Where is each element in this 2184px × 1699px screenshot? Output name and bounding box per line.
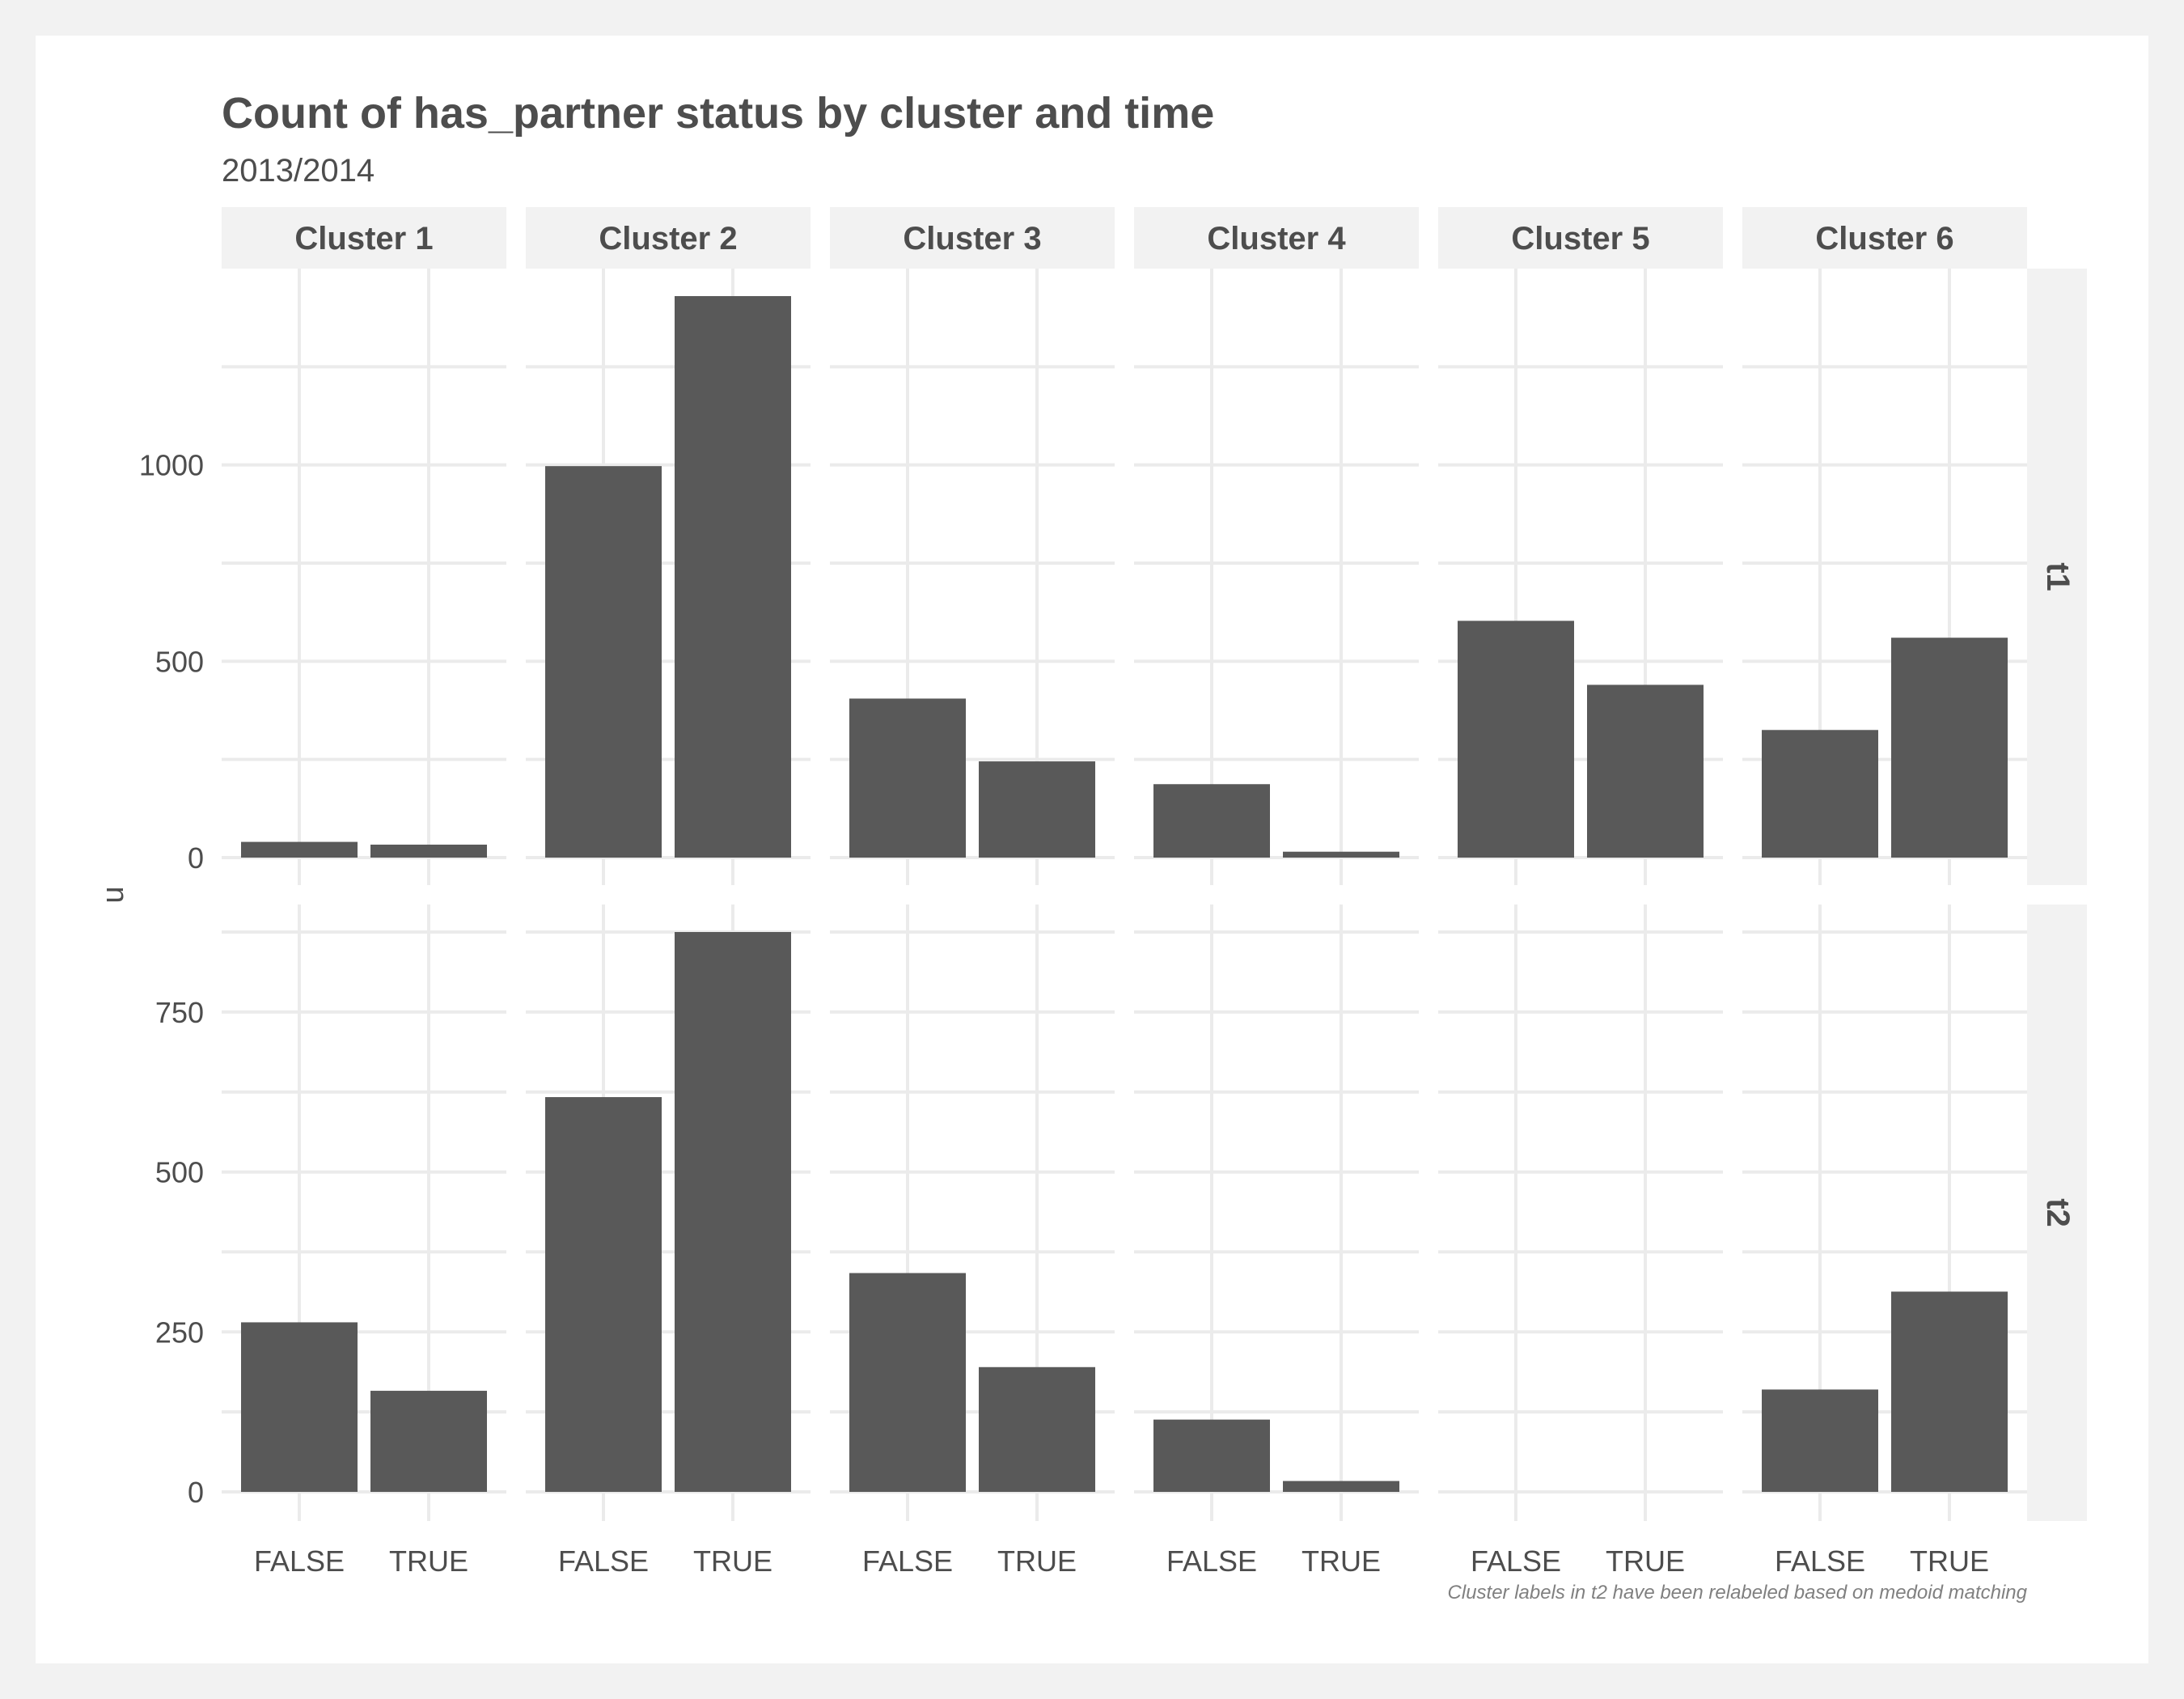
facet-row-label-t1: t1 (2040, 562, 2076, 591)
facet-strip-label-cluster-4: Cluster 4 (1207, 221, 1346, 256)
bar-t1-cluster-3-false (849, 698, 966, 858)
facet-row-strip-t1 (2027, 269, 2087, 885)
facet-strip-label-cluster-6: Cluster 6 (1815, 221, 1953, 256)
bar-t1-cluster-6-true (1891, 638, 2008, 858)
bar-t1-cluster-6-false (1762, 730, 1878, 858)
bar-t2-cluster-6-false (1762, 1389, 1878, 1492)
bar-t2-cluster-3-true (979, 1366, 1095, 1492)
plot-area: Cluster 1 Cluster 2 Cluster 3 Cluster 4 Clus… (139, 207, 2087, 1578)
facet-strip-cluster-1 (222, 207, 506, 269)
bar-t2-cluster-3-false (849, 1273, 966, 1492)
bar-t1-cluster-1-false (241, 841, 358, 858)
bar-t1-cluster-3-true (979, 761, 1095, 858)
x-tick-label-cluster-3-true: TRUE (997, 1544, 1077, 1578)
chart-caption: Cluster labels in t2 have been relabeled… (1448, 1582, 2028, 1604)
facet-strip-label-cluster-1: Cluster 1 (294, 221, 433, 256)
facet-strip-label-cluster-3: Cluster 3 (903, 221, 1041, 256)
bar-t2-cluster-2-false (545, 1097, 662, 1492)
y-tick-label-t2-500: 500 (155, 1156, 204, 1189)
facet-row-strip-t2 (2027, 905, 2087, 1521)
x-tick-label-cluster-1-false: FALSE (254, 1544, 345, 1578)
facet-strip-cluster-5 (1438, 207, 1723, 269)
facet-strip-cluster-2 (526, 207, 811, 269)
bar-t1-cluster-5-true (1587, 684, 1704, 858)
y-tick-label-t2-0: 0 (188, 1476, 204, 1509)
facet-strip-label-cluster-2: Cluster 2 (599, 221, 737, 256)
x-tick-label-cluster-5-true: TRUE (1606, 1544, 1685, 1578)
chart-subtitle: 2013/2014 (222, 153, 375, 189)
bar-t2-cluster-1-false (241, 1322, 358, 1492)
x-tick-label-cluster-2-false: FALSE (558, 1544, 649, 1578)
y-tick-label-t1-1000: 1000 (139, 449, 204, 482)
bar-t1-cluster-4-true (1283, 851, 1399, 858)
y-axis-title: n (99, 886, 133, 903)
bar-t2-cluster-1-true (370, 1391, 487, 1492)
x-tick-label-cluster-2-true: TRUE (693, 1544, 772, 1578)
facet-strip-label-cluster-5: Cluster 5 (1511, 221, 1649, 256)
bar-t2-cluster-4-false (1153, 1419, 1270, 1492)
bar-t1-cluster-4-false (1153, 784, 1270, 858)
y-tick-label-t1-0: 0 (188, 841, 204, 875)
x-tick-label-cluster-6-false: FALSE (1775, 1544, 1865, 1578)
facet-row-label-t2: t2 (2040, 1198, 2076, 1227)
x-tick-label-cluster-4-false: FALSE (1166, 1544, 1257, 1578)
facet-strip-cluster-4 (1134, 207, 1419, 269)
x-tick-label-cluster-6-true: TRUE (1910, 1544, 1989, 1578)
bar-t2-cluster-4-true (1283, 1481, 1399, 1492)
y-tick-label-t1-500: 500 (155, 645, 204, 678)
x-tick-label-cluster-3-false: FALSE (862, 1544, 953, 1578)
faceted-bar-chart: Count of has_partner status by cluster a… (99, 89, 2087, 1604)
bar-t1-cluster-2-false (545, 466, 662, 858)
facet-strip-cluster-3 (830, 207, 1115, 269)
bar-t1-cluster-2-true (675, 296, 791, 858)
bar-t1-cluster-1-true (370, 844, 487, 858)
x-tick-label-cluster-5-false: FALSE (1471, 1544, 1561, 1578)
chart-card: Count of has_partner status by cluster a… (36, 36, 2148, 1663)
x-tick-label-cluster-4-true: TRUE (1302, 1544, 1381, 1578)
bar-t1-cluster-5-false (1458, 621, 1574, 858)
bar-t2-cluster-2-true (675, 932, 791, 1492)
x-tick-label-cluster-1-true: TRUE (389, 1544, 468, 1578)
facet-strip-cluster-6 (1742, 207, 2027, 269)
y-tick-label-t2-250: 250 (155, 1316, 204, 1349)
bar-t2-cluster-6-true (1891, 1291, 2008, 1492)
chart-title: Count of has_partner status by cluster a… (222, 89, 1214, 138)
y-tick-label-t2-750: 750 (155, 996, 204, 1029)
